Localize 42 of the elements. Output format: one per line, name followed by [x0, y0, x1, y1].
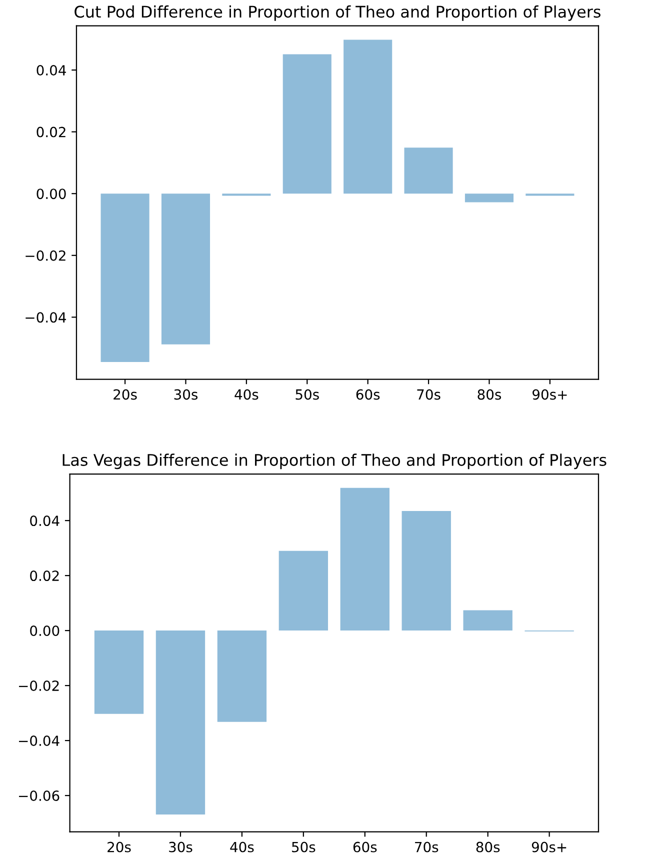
y-tick-label: 0.00: [30, 626, 60, 636]
bar: [404, 148, 453, 194]
bar: [94, 630, 144, 714]
y-tick-label: −0.04: [26, 312, 66, 323]
bar: [217, 630, 267, 722]
bar: [402, 510, 451, 631]
x-tick-label: 30s: [169, 842, 192, 852]
x-tick-label: 60s: [356, 389, 380, 400]
bar: [100, 194, 150, 362]
bar: [156, 630, 206, 815]
x-tick-label: 70s: [417, 389, 440, 400]
y-tick-label: 0.02: [30, 570, 59, 582]
bar: [463, 610, 512, 631]
x-tick-label: 40s: [230, 842, 254, 852]
y-tick-label: −0.06: [19, 790, 60, 802]
chart-title: Las Vegas Difference in Proportion of Theo and Proportion of Players: [62, 454, 606, 470]
bar: [464, 194, 514, 202]
x-tick-label: 30s: [174, 389, 198, 400]
bar: [344, 40, 392, 194]
y-tick-label: 0.04: [30, 516, 60, 526]
y-tick-label: −0.02: [19, 680, 59, 692]
x-tick-label: 50s: [292, 842, 316, 852]
bar: [282, 54, 332, 194]
y-tick-label: 0.04: [36, 65, 66, 76]
x-tick-label: 20s: [108, 842, 131, 852]
chart-title: Cut Pod Difference in Proportion of Theo and Proportion of Players: [74, 5, 600, 21]
y-tick-label: −0.02: [26, 250, 66, 261]
x-tick-label: 90s+: [532, 389, 567, 400]
x-tick-label: 70s: [415, 842, 438, 852]
x-tick-label: 50s: [296, 389, 319, 400]
bar: [161, 194, 210, 344]
x-tick-label: 80s: [476, 842, 500, 852]
x-tick-label: 20s: [114, 389, 137, 400]
bar: [340, 488, 390, 631]
x-tick-label: 80s: [478, 389, 502, 400]
x-tick-label: 60s: [353, 842, 377, 852]
y-tick-label: −0.04: [19, 736, 60, 746]
y-tick-label: 0.00: [36, 188, 66, 200]
x-tick-label: 40s: [234, 389, 258, 400]
y-tick-label: 0.02: [36, 126, 66, 138]
x-tick-label: 90s+: [532, 842, 566, 852]
bar: [278, 550, 328, 631]
